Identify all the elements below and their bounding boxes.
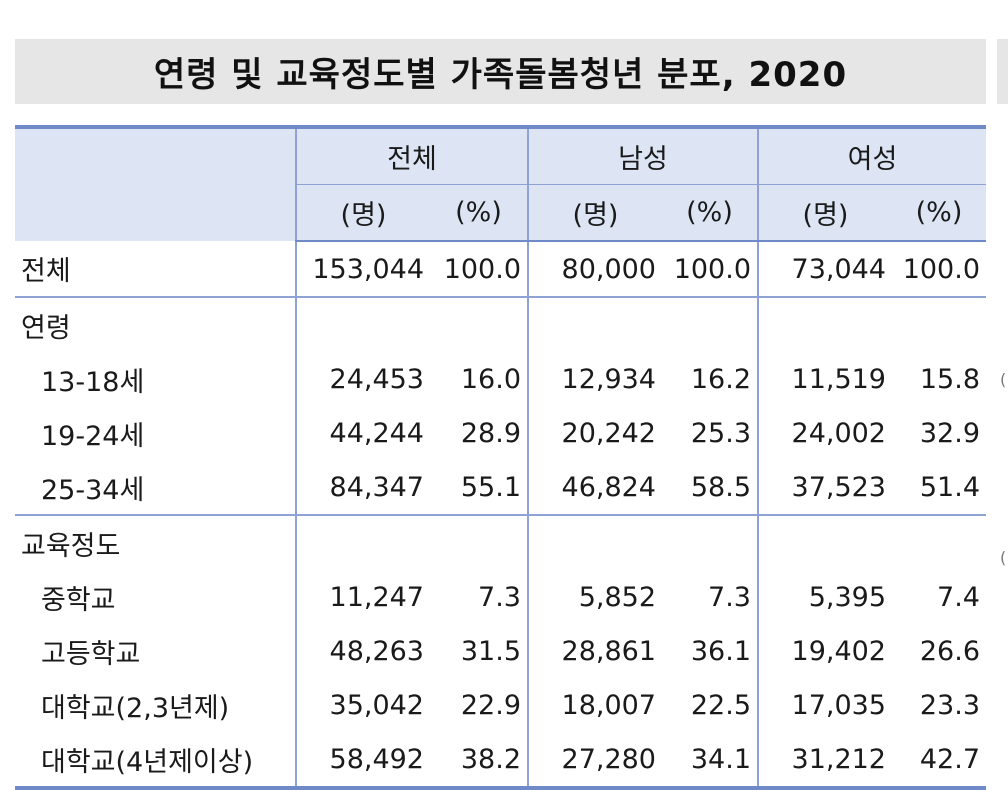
cell-male-pct xyxy=(662,296,758,352)
cell-total-pct: 31.5 xyxy=(460,635,521,667)
table-row: 13-18세 24,453 16.0 12,934 16.2 11,519 15… xyxy=(15,352,986,406)
row-label: 중학교 xyxy=(41,584,116,616)
distribution-table: 전체 남성 여성 (명) (%) (명) (%) (명) (%) 전체 153,… xyxy=(15,125,986,790)
cell-total-pct: 16.0 xyxy=(460,363,521,395)
section-label: 연령 xyxy=(15,296,296,352)
cell-total-pct: 55.1 xyxy=(460,471,521,503)
cell-female-pct: 26.6 xyxy=(919,635,980,667)
cell-male-count xyxy=(527,296,662,352)
cell-female-count: 31,212 xyxy=(757,732,892,790)
cell-male-pct: 22.5 xyxy=(690,689,751,721)
cell-male-count: 46,824 xyxy=(527,460,662,515)
header-male: 남성 xyxy=(527,125,758,185)
cell-female-count: 5,395 xyxy=(757,570,892,624)
cell-male-pct xyxy=(662,514,758,570)
row-label: 대학교(4년제이상) xyxy=(15,732,296,790)
cell-male-count: 20,242 xyxy=(527,406,662,460)
cell-total-count xyxy=(295,296,430,352)
adjacent-panel-edge xyxy=(997,39,1008,104)
table-row: 고등학교 48,263 31.5 28,861 36.1 19,402 26.6 xyxy=(15,624,986,678)
header-unit-count: (명) xyxy=(295,184,430,242)
cell-total-count: 153,044 xyxy=(295,241,430,297)
table-title: 연령 및 교육정도별 가족돌봄청년 분포, 2020 xyxy=(15,39,986,104)
cell-female-pct: 15.8 xyxy=(919,363,980,395)
header-unit-pct: (%) xyxy=(662,184,758,242)
table-row: 25-34세 84,347 55.1 46,824 58.5 37,523 51… xyxy=(15,460,986,515)
cell-female-count: 17,035 xyxy=(757,678,892,732)
cell-total-count: 58,492 xyxy=(295,732,430,790)
cell-total-count: 35,042 xyxy=(295,678,430,732)
cell-female-count: 37,523 xyxy=(757,460,892,515)
cell-male-pct: 25.3 xyxy=(690,417,751,449)
cell-female-count xyxy=(757,296,892,352)
section-label: 교육정도 xyxy=(15,514,296,570)
cell-total-count: 48,263 xyxy=(295,624,430,678)
cell-male-pct: 100.0 xyxy=(673,253,751,285)
table-row: 중학교 11,247 7.3 5,852 7.3 5,395 7.4 xyxy=(15,570,986,624)
cell-male-pct: 58.5 xyxy=(690,471,751,503)
cell-male-pct: 36.1 xyxy=(690,635,751,667)
cell-female-pct xyxy=(892,296,986,352)
table-row-section-age: 연령 xyxy=(15,296,986,352)
cell-male-count: 5,852 xyxy=(527,570,662,624)
cell-female-count: 24,002 xyxy=(757,406,892,460)
cell-female-count: 73,044 xyxy=(757,241,892,297)
cell-total-count: 24,453 xyxy=(295,352,430,406)
table-row: 대학교(4년제이상) 58,492 38.2 27,280 34.1 31,21… xyxy=(15,732,986,790)
edge-glyph: ( xyxy=(1000,370,1007,389)
cell-female-count: 19,402 xyxy=(757,624,892,678)
cell-male-pct: 7.3 xyxy=(708,581,751,613)
header-unit-pct: (%) xyxy=(430,184,528,242)
cell-total-pct: 22.9 xyxy=(460,689,521,721)
cell-total-pct: 38.2 xyxy=(430,732,528,790)
cell-total-count: 11,247 xyxy=(295,570,430,624)
cell-total-pct: 7.3 xyxy=(478,581,521,613)
cell-total-pct xyxy=(430,296,528,352)
cell-total-count: 84,347 xyxy=(295,460,430,515)
cell-total-pct: 28.9 xyxy=(460,417,521,449)
cell-male-count: 18,007 xyxy=(527,678,662,732)
cell-female-count xyxy=(757,514,892,570)
cell-total-count: 44,244 xyxy=(295,406,430,460)
row-label: 대학교(2,3년제) xyxy=(41,692,230,724)
cell-female-count: 11,519 xyxy=(757,352,892,406)
cell-female-pct: 23.3 xyxy=(919,689,980,721)
header-unit-pct: (%) xyxy=(892,184,986,242)
cell-total-pct: 100.0 xyxy=(443,253,521,285)
table-row-section-education: 교육정도 xyxy=(15,514,986,570)
cell-male-count xyxy=(527,514,662,570)
cell-male-pct: 34.1 xyxy=(662,732,758,790)
header-total: 전체 xyxy=(295,125,528,185)
row-label: 전체 xyxy=(21,256,71,287)
cell-female-pct: 32.9 xyxy=(919,417,980,449)
row-label: 25-34세 xyxy=(41,474,145,506)
cell-total-count xyxy=(295,514,430,570)
table-row: 대학교(2,3년제) 35,042 22.9 18,007 22.5 17,03… xyxy=(15,678,986,732)
cell-female-pct: 51.4 xyxy=(919,471,980,503)
cell-total-pct xyxy=(430,514,528,570)
table-row-total: 전체 153,044 100.0 80,000 100.0 73,044 100… xyxy=(15,241,986,297)
table-row: 19-24세 44,244 28.9 20,242 25.3 24,002 32… xyxy=(15,406,986,460)
row-label: 19-24세 xyxy=(41,420,145,452)
header-female: 여성 xyxy=(757,125,986,185)
cell-female-pct: 100.0 xyxy=(902,253,980,285)
cell-female-pct: 42.7 xyxy=(892,732,986,790)
header-corner xyxy=(15,125,296,241)
cell-male-count: 27,280 xyxy=(527,732,662,790)
row-label: 13-18세 xyxy=(41,366,145,398)
cell-male-count: 80,000 xyxy=(527,241,662,297)
cell-male-count: 28,861 xyxy=(527,624,662,678)
edge-glyph: ( xyxy=(1000,548,1007,567)
cell-male-count: 12,934 xyxy=(527,352,662,406)
cell-female-pct: 7.4 xyxy=(937,581,980,613)
header-unit-count: (명) xyxy=(527,184,662,242)
header-unit-count: (명) xyxy=(757,184,892,242)
cell-male-pct: 16.2 xyxy=(690,363,751,395)
cell-female-pct xyxy=(892,514,986,570)
row-label: 고등학교 xyxy=(41,638,141,670)
